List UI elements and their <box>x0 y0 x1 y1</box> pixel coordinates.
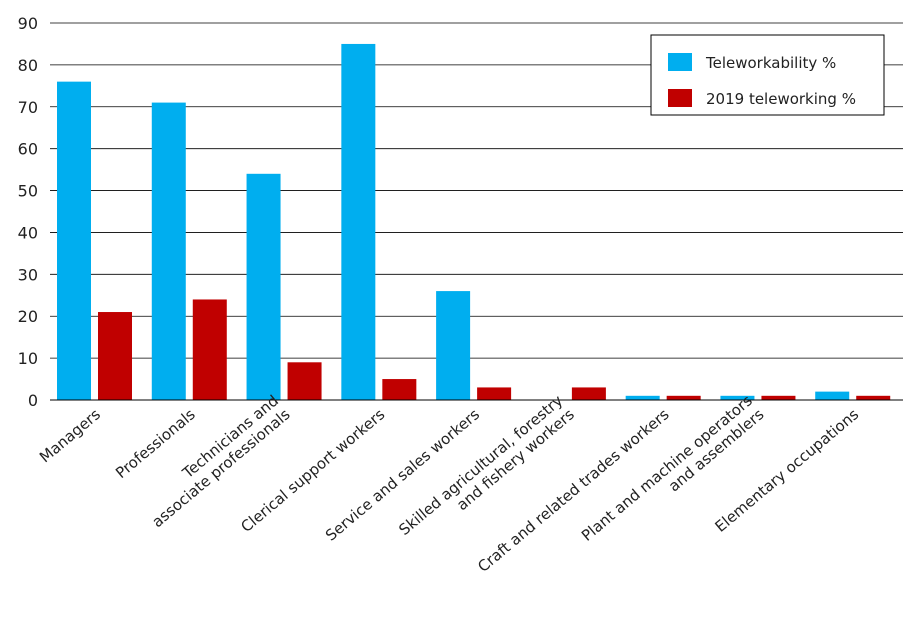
bar-teleworking-2019 <box>856 395 891 400</box>
bar-teleworking-2019 <box>666 395 701 400</box>
bar-teleworkability <box>57 81 91 401</box>
y-tick-label: 80 <box>18 56 38 75</box>
y-tick-label: 40 <box>18 223 38 242</box>
bar-teleworkability <box>246 173 281 400</box>
bar-teleworkability <box>720 395 755 400</box>
bar-teleworkability <box>625 395 660 400</box>
y-tick-label: 30 <box>18 265 38 284</box>
x-tick-label: Managers <box>36 405 104 466</box>
bar-teleworking-2019 <box>761 395 796 400</box>
y-tick-label: 20 <box>18 307 38 326</box>
bar-teleworking-2019 <box>98 312 132 400</box>
legend-swatch-2019-teleworking <box>668 89 692 107</box>
y-tick-label: 90 <box>18 14 38 33</box>
legend-swatch-teleworkability <box>668 53 692 71</box>
bar-teleworkability <box>436 291 471 400</box>
y-axis-ticks: 0 10 20 30 40 50 60 70 80 90 <box>18 14 38 410</box>
bar-teleworking-2019 <box>477 387 512 400</box>
bar-teleworking-2019 <box>571 387 606 400</box>
bar-teleworkability <box>151 102 186 400</box>
y-tick-label: 10 <box>18 349 38 368</box>
legend-label-teleworkability: Teleworkability % <box>705 54 836 72</box>
bar-teleworking-2019 <box>192 299 227 400</box>
bars <box>57 43 891 401</box>
gridlines <box>50 22 903 359</box>
y-tick-label: 0 <box>28 391 38 410</box>
legend: Teleworkability % 2019 teleworking % <box>650 34 885 116</box>
y-tick-label: 50 <box>18 182 38 201</box>
bar-teleworking-2019 <box>382 379 417 400</box>
y-tick-label: 60 <box>18 140 38 159</box>
bar-teleworking-2019 <box>287 362 322 400</box>
y-tick-label: 70 <box>18 98 38 117</box>
x-category-label: Managers <box>36 405 104 466</box>
bar-teleworkability <box>341 43 376 400</box>
legend-label-2019-teleworking: 2019 teleworking % <box>706 90 856 108</box>
bar-teleworkability <box>815 391 850 400</box>
